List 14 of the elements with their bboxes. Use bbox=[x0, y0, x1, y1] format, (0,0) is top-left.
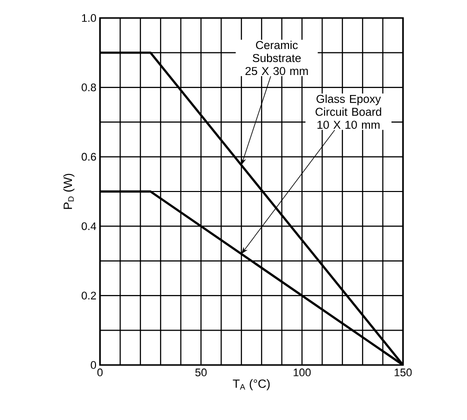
y-axis-title: P$_{D}$ (W) bbox=[63, 174, 74, 209]
y-tick-label: 0.6 bbox=[82, 152, 96, 161]
y-tick-label: 0.4 bbox=[82, 222, 96, 230]
x-tick-label: 0 bbox=[97, 368, 103, 376]
y-tick-label: 0 bbox=[90, 361, 96, 369]
x-axis-title: T$_{A}$ (°C) bbox=[232, 379, 270, 390]
y-tick-label: 0.8 bbox=[82, 84, 96, 92]
x-tick-label: 150 bbox=[394, 368, 412, 376]
annotation: Ceramic Substrate 25 X 30 mm bbox=[245, 40, 308, 76]
x-tick-label: 100 bbox=[294, 368, 311, 376]
x-tick-label: 50 bbox=[195, 368, 207, 376]
y-tick-label: 1.0 bbox=[82, 14, 96, 22]
y-tick-label: 0.2 bbox=[82, 292, 96, 300]
annotation: Glass Epoxy Circuit Board 10 X 10 mm bbox=[316, 94, 382, 129]
